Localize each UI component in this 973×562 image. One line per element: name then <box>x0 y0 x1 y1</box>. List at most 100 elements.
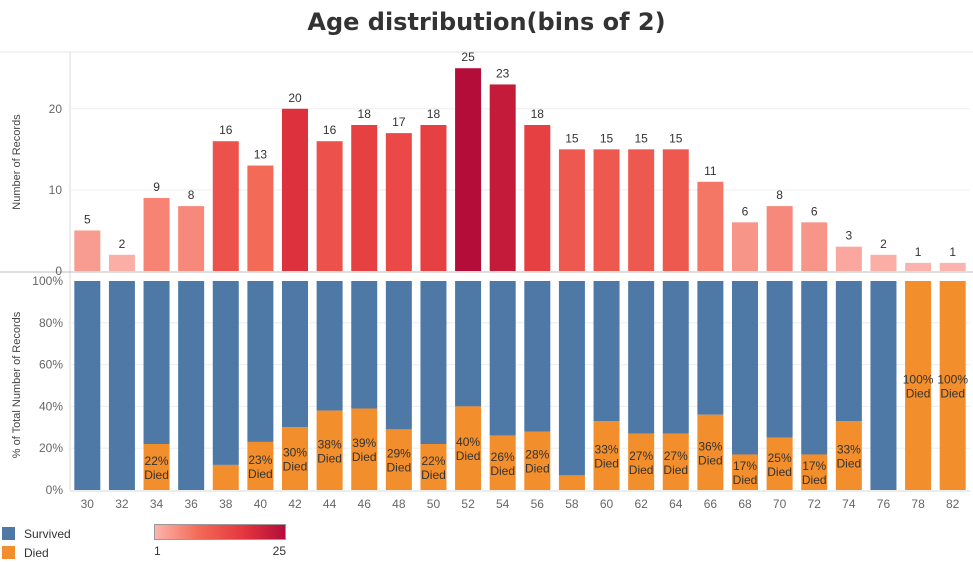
count-bar <box>801 222 828 271</box>
count-bar <box>662 149 689 271</box>
x-tick-label: 68 <box>738 497 752 511</box>
legend-item-survived[interactable]: Survived <box>2 524 71 543</box>
count-bar <box>212 141 239 271</box>
died-pct-label: 100% <box>903 373 934 387</box>
count-bar-label: 1 <box>949 245 956 259</box>
x-tick-label: 54 <box>496 497 510 511</box>
count-bar <box>247 165 274 271</box>
died-bar <box>420 444 447 490</box>
count-bar-label: 18 <box>531 107 545 121</box>
died-label: Died <box>248 467 273 481</box>
survived-bar <box>351 281 378 409</box>
count-bar-label: 16 <box>219 123 233 137</box>
count-bar-label: 25 <box>461 50 475 64</box>
count-bar <box>385 133 412 271</box>
died-bar <box>524 431 551 490</box>
count-bar <box>766 206 793 271</box>
legend-item-died[interactable]: Died <box>2 543 71 562</box>
survived-bar <box>385 281 412 430</box>
series-legend: Survived Died <box>2 524 71 562</box>
died-label: Died <box>421 468 446 482</box>
top-y-tick-label: 20 <box>49 102 63 116</box>
top-y-tick-label: 0 <box>55 264 62 278</box>
died-bar <box>282 427 308 490</box>
died-pct-label: 27% <box>629 449 653 463</box>
count-bar <box>74 230 101 271</box>
ramp-max-label: 25 <box>272 544 286 558</box>
x-tick-label: 66 <box>704 497 718 511</box>
count-bar <box>351 125 378 271</box>
survived-bar <box>801 281 828 455</box>
count-bar <box>316 141 343 271</box>
died-bar <box>351 408 378 490</box>
died-bar <box>489 435 516 490</box>
count-bar-label: 16 <box>323 123 337 137</box>
died-label: Died <box>629 463 654 477</box>
legend-swatch-survived <box>2 527 15 540</box>
count-bar <box>835 246 862 271</box>
died-bar <box>766 437 793 490</box>
survived-bar <box>212 281 239 465</box>
bottom-y-axis-title: % of Total Number of Records <box>11 311 23 458</box>
died-bar <box>628 433 655 490</box>
x-tick-label: 48 <box>392 497 406 511</box>
bottom-y-tick-label: 60% <box>39 358 63 372</box>
count-bar <box>939 262 966 271</box>
survived-bar <box>835 281 862 422</box>
died-label: Died <box>144 468 169 482</box>
top-y-axis-title: Number of Records <box>11 114 23 210</box>
count-bar <box>489 84 516 271</box>
count-bar-label: 15 <box>565 131 579 145</box>
died-label: Died <box>698 453 723 467</box>
count-bar <box>420 125 447 271</box>
x-tick-label: 76 <box>877 497 891 511</box>
count-bar <box>697 181 724 271</box>
died-pct-label: 38% <box>318 437 342 451</box>
count-bar <box>905 262 932 271</box>
survived-bar <box>662 281 689 434</box>
died-pct-label: 26% <box>491 450 515 464</box>
count-bar-label: 6 <box>811 204 818 218</box>
count-bar-label: 2 <box>119 237 126 251</box>
count-bar <box>143 198 170 271</box>
died-pct-label: 100% <box>937 373 968 387</box>
died-pct-label: 23% <box>248 453 272 467</box>
survived-bar <box>697 281 724 415</box>
survived-bar <box>247 281 274 442</box>
died-pct-label: 33% <box>595 443 619 457</box>
count-bar <box>524 125 551 271</box>
died-bar <box>801 454 828 490</box>
survived-bar <box>732 281 758 455</box>
x-tick-label: 74 <box>842 497 856 511</box>
x-tick-label: 60 <box>600 497 614 511</box>
died-bar <box>662 433 689 490</box>
top-y-tick-label: 10 <box>49 183 63 197</box>
survived-bar <box>108 281 135 490</box>
count-bar-label: 18 <box>427 107 441 121</box>
died-bar <box>455 406 482 490</box>
count-bar-label: 15 <box>634 131 648 145</box>
survived-bar <box>558 281 585 476</box>
count-bar-label: 1 <box>915 245 922 259</box>
legend-label-survived: Survived <box>24 526 71 541</box>
x-tick-label: 40 <box>254 497 268 511</box>
survived-bar <box>282 281 308 428</box>
died-label: Died <box>490 464 515 478</box>
chart-canvas: 0 10 20 0% 20% 40% 60% 80% 100% Number of Records… <box>0 50 973 511</box>
died-label: Died <box>387 461 412 475</box>
count-bar-label: 6 <box>742 204 749 218</box>
died-bar <box>316 410 343 490</box>
x-tick-label: 62 <box>634 497 648 511</box>
x-tick-label: 64 <box>669 497 683 511</box>
died-pct-label: 40% <box>456 435 480 449</box>
count-bar <box>178 206 205 271</box>
count-bar <box>558 149 585 271</box>
x-tick-label: 30 <box>81 497 95 511</box>
bottom-y-tick-label: 80% <box>39 316 63 330</box>
count-bar-label: 11 <box>704 164 717 178</box>
died-pct-label: 27% <box>664 449 688 463</box>
survived-bar <box>316 281 343 411</box>
died-pct-label: 33% <box>837 443 861 457</box>
died-bar <box>593 421 620 490</box>
x-tick-label: 34 <box>150 497 164 511</box>
